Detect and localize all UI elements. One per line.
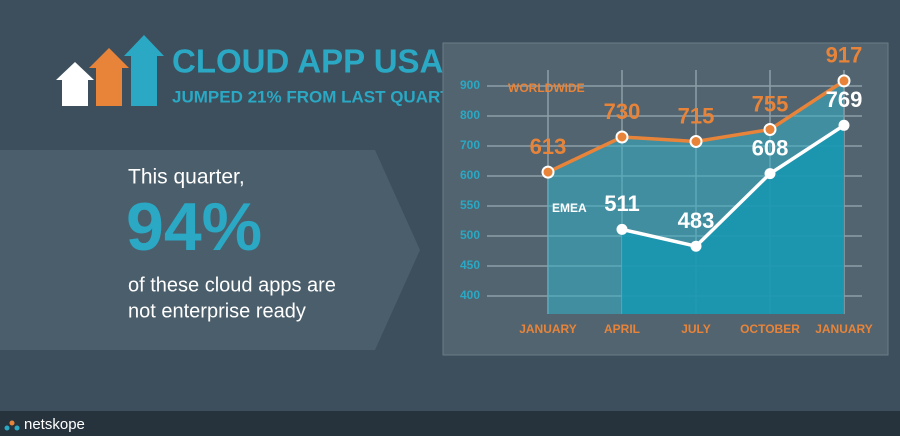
x-tick-label: OCTOBER — [740, 322, 800, 336]
data-label: 715 — [678, 103, 715, 128]
data-label: 613 — [530, 134, 567, 159]
series-area — [622, 125, 844, 314]
title: CLOUD APP USAGE — [172, 43, 491, 80]
data-label: 483 — [678, 208, 715, 233]
data-point — [763, 123, 777, 136]
data-point — [689, 135, 703, 148]
series-label: EMEA — [552, 201, 587, 215]
data-point — [764, 168, 776, 180]
brand-logo — [4, 420, 20, 431]
brand: netskope — [24, 416, 85, 433]
callout-banner — [0, 150, 420, 350]
y-tick-label: 700 — [460, 138, 480, 152]
y-tick-label: 600 — [460, 168, 480, 182]
data-label: 769 — [826, 87, 863, 112]
data-label: 608 — [752, 135, 789, 160]
y-tick-label: 500 — [460, 228, 480, 242]
callout-text: of these cloud apps are — [128, 274, 336, 296]
data-point — [616, 223, 628, 235]
series-line — [621, 123, 845, 249]
data-point — [541, 165, 555, 179]
callout-stat: 94% — [126, 189, 262, 265]
subtitle: JUMPED 21% FROM LAST QUARTER — [172, 87, 474, 106]
plot: 400 450 500 550 600 700 800 900 JANUARY APRIL JULY… — [460, 43, 873, 336]
y-tick-label: 400 — [460, 288, 480, 302]
x-tick-label: JANUARY — [519, 322, 577, 336]
callout-lead: This quarter, — [128, 166, 245, 189]
data-point — [615, 130, 629, 144]
footer-bar — [0, 411, 900, 436]
y-tick-label: 800 — [460, 108, 480, 122]
y-tick-label: 550 — [460, 198, 480, 212]
data-label: 730 — [604, 99, 641, 124]
x-tick-label: JULY — [681, 322, 711, 336]
data-label: 511 — [604, 191, 640, 216]
arrows-icon — [56, 35, 164, 106]
callout-text: not enterprise ready — [128, 300, 306, 322]
data-point — [837, 74, 851, 88]
y-tick-label: 450 — [460, 258, 480, 272]
x-tick-label: JANUARY — [815, 322, 873, 336]
data-point — [690, 240, 702, 252]
y-tick-label: 900 — [460, 78, 480, 92]
data-point — [838, 119, 850, 131]
series-label: WORLDWIDE — [508, 81, 585, 95]
data-label: 755 — [752, 91, 789, 116]
data-label: 917 — [826, 43, 863, 68]
x-tick-label: APRIL — [604, 322, 640, 336]
